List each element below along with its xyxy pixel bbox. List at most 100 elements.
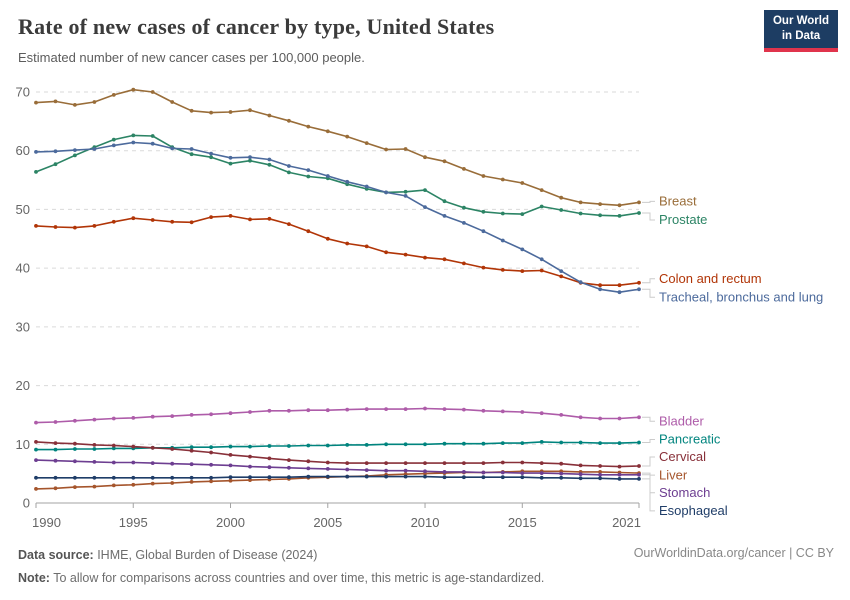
data-point-stomach-1997 bbox=[170, 461, 175, 466]
data-point-stomach-2014 bbox=[500, 470, 505, 475]
data-point-breast-2005 bbox=[325, 129, 330, 134]
data-point-prostate-1995 bbox=[131, 133, 136, 138]
data-point-tracheal-bronchus-and-lung-2019 bbox=[598, 287, 602, 292]
legend-label-cervical[interactable]: Cervical bbox=[659, 449, 706, 464]
data-point-prostate-2013 bbox=[481, 209, 486, 214]
data-point-bladder-2002 bbox=[267, 408, 272, 413]
data-point-bladder-2015 bbox=[520, 410, 525, 414]
series-line-tracheal-bronchus-and-lung[interactable] bbox=[35, 141, 640, 294]
legend-connector-esophageal bbox=[642, 478, 655, 512]
data-point-cervical-2001 bbox=[248, 454, 252, 459]
data-point-cervical-2011 bbox=[442, 461, 447, 465]
series-line-pancreatic[interactable] bbox=[35, 441, 640, 451]
data-point-bladder-2008 bbox=[384, 407, 388, 411]
data-point-tracheal-bronchus-and-lung-2014 bbox=[500, 238, 505, 243]
gridlines: 0 10 20 30 40 50 60 70 bbox=[16, 85, 639, 511]
legend-label-stomach[interactable]: Stomach bbox=[659, 485, 710, 500]
y-tick-label-60: 60 bbox=[16, 143, 30, 158]
legend-connector-breast bbox=[642, 200, 655, 203]
data-point-stomach-2005 bbox=[325, 467, 330, 471]
data-point-tracheal-bronchus-and-lung-2017 bbox=[559, 269, 564, 273]
legend-connector-stomach bbox=[642, 474, 655, 494]
legend-label-breast[interactable]: Breast bbox=[659, 194, 697, 209]
data-point-tracheal-bronchus-and-lung-2007 bbox=[364, 184, 369, 189]
footer-rights-link[interactable]: OurWorldinData.org/cancer | CC BY bbox=[633, 546, 834, 560]
data-point-esophageal-2010 bbox=[423, 474, 427, 479]
data-point-colon-and-rectum-1997 bbox=[170, 219, 175, 224]
legend-label-prostate[interactable]: Prostate bbox=[659, 212, 707, 227]
series-line-breast[interactable] bbox=[35, 88, 640, 207]
data-point-cervical-2000 bbox=[228, 453, 233, 457]
series-line-esophageal[interactable] bbox=[35, 475, 640, 480]
x-tick-label-2000: 2000 bbox=[216, 515, 245, 530]
series-line-colon-and-rectum[interactable] bbox=[35, 215, 640, 287]
data-point-tracheal-bronchus-and-lung-2013 bbox=[481, 229, 486, 234]
legend-label-tracheal-bronchus-and-lung[interactable]: Tracheal, bronchus and lung bbox=[659, 290, 823, 305]
data-point-stomach-2000 bbox=[228, 463, 233, 468]
data-point-bladder-2006 bbox=[345, 407, 350, 412]
y-tick-label-30: 30 bbox=[16, 319, 30, 334]
data-point-breast-2011 bbox=[442, 159, 447, 164]
data-point-esophageal-1997 bbox=[170, 475, 175, 480]
data-point-liver-2000 bbox=[228, 478, 233, 483]
data-point-bladder-2005 bbox=[325, 408, 330, 413]
data-point-pancreatic-2017 bbox=[559, 440, 564, 445]
data-point-cervical-2014 bbox=[500, 460, 505, 465]
data-point-colon-and-rectum-2016 bbox=[539, 268, 544, 273]
data-point-breast-1998 bbox=[189, 108, 194, 113]
data-point-cervical-2009 bbox=[403, 461, 408, 465]
data-point-esophageal-2015 bbox=[520, 475, 525, 480]
data-point-prostate-2001 bbox=[248, 158, 252, 163]
owid-logo[interactable]: Our World in Data bbox=[764, 10, 838, 52]
data-point-breast-2017 bbox=[559, 195, 564, 200]
data-point-colon-and-rectum-2009 bbox=[403, 252, 408, 257]
data-point-bladder-2016 bbox=[539, 411, 544, 416]
data-point-bladder-2021 bbox=[637, 415, 641, 420]
data-point-tracheal-bronchus-and-lung-2008 bbox=[384, 190, 388, 195]
series-line-stomach[interactable] bbox=[35, 459, 640, 476]
data-point-bladder-2020 bbox=[617, 416, 622, 421]
data-point-colon-and-rectum-2020 bbox=[617, 283, 622, 288]
data-point-cervical-2007 bbox=[364, 461, 369, 465]
data-point-stomach-2012 bbox=[462, 470, 466, 474]
footer-source-text: IHME, Global Burden of Disease (2024) bbox=[93, 548, 318, 562]
data-point-esophageal-1999 bbox=[209, 475, 214, 480]
data-point-colon-and-rectum-2008 bbox=[384, 250, 388, 255]
data-point-bladder-1999 bbox=[209, 412, 214, 417]
data-point-breast-2007 bbox=[364, 141, 369, 146]
data-point-esophageal-1996 bbox=[150, 475, 155, 480]
y-tick-label-0: 0 bbox=[23, 496, 30, 511]
data-point-stomach-1990 bbox=[34, 458, 38, 462]
x-tick-label-1990: 1990 bbox=[32, 515, 61, 530]
data-point-stomach-2018 bbox=[578, 472, 583, 477]
series-line-prostate[interactable] bbox=[35, 134, 640, 217]
data-point-prostate-2004 bbox=[306, 174, 311, 179]
data-point-stomach-1999 bbox=[209, 462, 214, 467]
data-point-pancreatic-1998 bbox=[189, 445, 194, 450]
data-point-tracheal-bronchus-and-lung-2011 bbox=[442, 214, 447, 218]
data-point-pancreatic-2006 bbox=[345, 443, 350, 447]
x-tick-label-2015: 2015 bbox=[508, 515, 537, 530]
data-point-stomach-2003 bbox=[287, 465, 291, 470]
series-line-bladder[interactable] bbox=[35, 407, 640, 424]
data-point-bladder-2010 bbox=[423, 406, 427, 411]
legend-label-esophageal[interactable]: Esophageal bbox=[659, 503, 728, 518]
data-point-stomach-2004 bbox=[306, 466, 311, 471]
data-point-pancreatic-2005 bbox=[325, 443, 330, 448]
legend-label-pancreatic[interactable]: Pancreatic bbox=[659, 432, 721, 447]
legend-label-colon-and-rectum[interactable]: Colon and rectum bbox=[659, 271, 762, 286]
data-point-prostate-1996 bbox=[150, 134, 155, 138]
data-point-liver-1997 bbox=[170, 481, 175, 485]
data-point-breast-1991 bbox=[53, 99, 58, 104]
legend-label-bladder[interactable]: Bladder bbox=[659, 414, 704, 429]
data-point-prostate-2010 bbox=[423, 188, 427, 193]
data-point-tracheal-bronchus-and-lung-1997 bbox=[170, 146, 175, 151]
data-point-breast-2020 bbox=[617, 203, 622, 208]
data-point-tracheal-bronchus-and-lung-2020 bbox=[617, 290, 622, 295]
data-point-tracheal-bronchus-and-lung-1991 bbox=[53, 149, 58, 154]
legend-label-liver[interactable]: Liver bbox=[659, 467, 688, 482]
data-point-tracheal-bronchus-and-lung-2015 bbox=[520, 247, 525, 252]
data-point-pancreatic-2007 bbox=[364, 443, 369, 447]
series-line-cervical[interactable] bbox=[35, 441, 640, 468]
footer-source-label: Data source: bbox=[18, 548, 94, 562]
